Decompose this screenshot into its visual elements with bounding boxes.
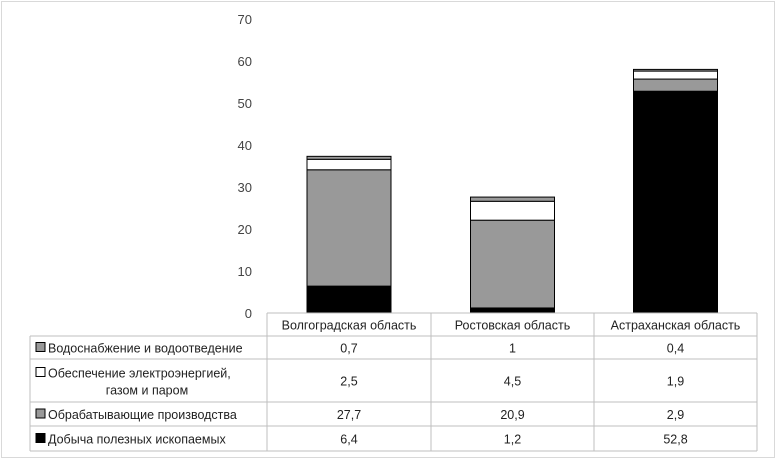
y-tick-label: 20 (238, 222, 252, 237)
series-name: Обеспечение электроэнергией, (48, 367, 231, 381)
legend-key (35, 408, 46, 419)
y-tick-label: 70 (238, 12, 252, 27)
table-cell-value: 6,4 (340, 433, 357, 447)
legend-key (35, 367, 46, 377)
bar-segment (470, 307, 555, 314)
table-cell-value: 2,9 (667, 408, 684, 422)
table-cell-value: 1,2 (504, 433, 521, 447)
table-cell-value: 0,7 (340, 342, 357, 356)
y-tick-label: 60 (238, 54, 252, 69)
bar-segment (306, 155, 392, 160)
bar-segment (470, 200, 555, 221)
series-name: газом и паром (106, 384, 188, 398)
table-cell-value: 0,4 (667, 342, 684, 356)
bar-segment (306, 285, 392, 314)
legend-key (35, 342, 46, 352)
category-header: Ростовская область (455, 319, 571, 333)
bar-segment (470, 219, 555, 309)
y-tick-label: 30 (238, 180, 252, 195)
table-cell-value: 52,8 (663, 433, 687, 447)
bar-segment (633, 78, 718, 92)
table-cell-value: 4,5 (504, 375, 521, 389)
y-tick-label: 50 (238, 96, 252, 111)
table-cell-value: 1,9 (667, 375, 684, 389)
bar-segment (306, 158, 392, 171)
bar-segment (633, 90, 718, 314)
series-name: Обрабатывающие производства (48, 408, 237, 422)
table-cell-value: 27,7 (337, 408, 361, 422)
y-tick-label: 40 (238, 138, 252, 153)
bar-segment (306, 169, 392, 287)
series-name: Водоснабжение и водоотведение (48, 342, 243, 356)
table-cell-value: 20,9 (500, 408, 524, 422)
legend-key (35, 433, 46, 443)
series-name: Добыча полезных ископаемых (48, 433, 226, 447)
bar-segment (633, 70, 718, 80)
table-cell-value: 2,5 (340, 375, 357, 389)
category-header: Астраханская область (611, 319, 741, 333)
bar-segment (633, 68, 718, 72)
y-tick-label: 0 (245, 306, 252, 321)
bar-segment (470, 196, 555, 202)
y-tick-label: 10 (238, 264, 252, 279)
category-header: Волгоградская область (282, 319, 417, 333)
table-cell-value: 1 (509, 342, 516, 356)
